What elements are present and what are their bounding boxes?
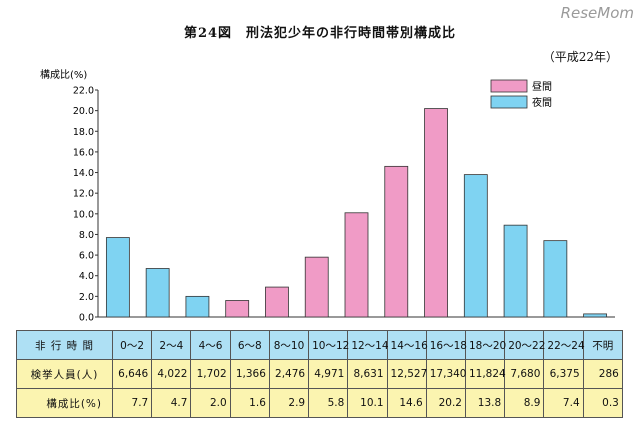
y-tick-label: 20.0 — [73, 106, 94, 117]
chart-title: 第24図 刑法犯少年の非行時間帯別構成比 — [183, 26, 457, 41]
percent-cell: 7.7 — [111, 388, 153, 418]
y-tick-label: 12.0 — [73, 189, 94, 200]
percent-cell: 0.3 — [582, 388, 623, 418]
data-table: 非 行 時 間 0～2 2～4 4～6 6～8 8～10 10～12 12～14 14～16 1… — [16, 330, 623, 418]
time-cell: 不明 — [582, 330, 623, 360]
bar-20～22 — [503, 224, 528, 318]
bar-chart: 構成比(%) 0.0 2.0 4.0 6.0 8.0 10.0 12.0 14.0 16.0 18.… — [40, 68, 615, 324]
bar-2～4 — [145, 268, 170, 318]
count-cell: 4,022 — [151, 359, 192, 389]
time-cell: 4～6 — [190, 330, 231, 360]
y-tick-label: 10.0 — [73, 209, 94, 220]
legend-swatch-daytime — [490, 79, 528, 93]
count-cell: 286 — [582, 359, 623, 389]
bar-10～12 — [304, 256, 329, 318]
row-label-time: 非 行 時 間 — [16, 330, 113, 360]
count-cell: 7,680 — [504, 359, 545, 389]
bar-16～18 — [424, 108, 448, 318]
y-tick-label: 18.0 — [73, 127, 94, 138]
time-cell: 8～10 — [268, 330, 310, 360]
percent-cell: 14.6 — [386, 388, 427, 418]
time-cell: 6～8 — [229, 330, 270, 360]
percent-cell: 10.1 — [347, 388, 388, 418]
time-cell: 12～14 — [347, 330, 389, 360]
percent-cell: 2.0 — [190, 388, 231, 418]
bar-18～20 — [463, 174, 488, 318]
bar-22～24 — [543, 240, 568, 318]
count-cell: 4,971 — [308, 359, 349, 389]
percent-cell: 7.4 — [543, 388, 584, 418]
y-tick-label: 14.0 — [73, 168, 94, 179]
y-tick-label: 4.0 — [79, 271, 94, 282]
row-label-count: 検挙人員(人) — [16, 359, 113, 389]
count-cell: 2,476 — [268, 359, 310, 389]
percent-cell: 8.9 — [504, 388, 545, 418]
legend-label-night: 夜間 — [532, 96, 552, 109]
time-cell: 20～22 — [504, 330, 545, 360]
row-label-percent: 構成比(%) — [16, 388, 113, 418]
bar-不明 — [583, 313, 608, 318]
bar-14～16 — [384, 165, 409, 318]
time-cell: 2～4 — [151, 330, 192, 360]
time-cell: 14～16 — [386, 330, 428, 360]
y-tick-label: 22.0 — [73, 86, 94, 97]
percent-cell: 2.9 — [268, 388, 310, 418]
table-row-time: 非 行 時 間 0～2 2～4 4～6 6～8 8～10 10～12 12～14 14～16 1… — [16, 330, 623, 360]
bar-12～14 — [344, 212, 369, 318]
y-axis-label: 構成比(%) — [40, 68, 87, 81]
count-cell: 6,646 — [111, 359, 153, 389]
bar-4～6 — [185, 295, 210, 318]
bar-6～8 — [225, 300, 250, 318]
time-cell: 16～18 — [425, 330, 467, 360]
percent-cell: 4.7 — [151, 388, 192, 418]
count-cell: 6,375 — [543, 359, 584, 389]
percent-cell: 1.6 — [229, 388, 270, 418]
count-cell: 1,366 — [229, 359, 270, 389]
count-cell: 8,631 — [347, 359, 388, 389]
y-tick-label: 6.0 — [79, 251, 94, 262]
count-cell: 11,824 — [464, 359, 506, 389]
table-row-percent: 構成比(%) 7.7 4.7 2.0 1.6 2.9 5.8 10.1 14.6 20.2 13.… — [16, 388, 623, 418]
watermark-logo: ReseMom — [560, 4, 634, 22]
time-cell: 0～2 — [111, 330, 153, 360]
percent-cell: 13.8 — [464, 388, 506, 418]
count-cell: 1,702 — [190, 359, 231, 389]
percent-cell: 5.8 — [308, 388, 349, 418]
percent-cell: 20.2 — [425, 388, 466, 418]
table-row-count: 検挙人員(人) 6,646 4,022 1,702 1,366 2,476 4,971 8,… — [16, 359, 623, 389]
bar-0～2 — [105, 237, 130, 318]
legend-swatch-night — [490, 95, 528, 109]
legend-label-daytime: 昼間 — [532, 81, 552, 93]
count-cell: 17,340 — [425, 359, 467, 389]
y-tick-label: 8.0 — [79, 230, 94, 241]
period-label: （平成22年） — [542, 50, 618, 64]
y-tick-label: 16.0 — [73, 147, 94, 158]
bar-8～10 — [265, 286, 289, 318]
time-cell: 22～24 — [543, 330, 585, 360]
y-tick-label: 2.0 — [79, 292, 94, 303]
time-cell: 18～20 — [464, 330, 506, 360]
count-cell: 12,527 — [386, 359, 427, 389]
y-tick-label: 0.0 — [79, 313, 94, 324]
time-cell: 10～12 — [308, 330, 349, 360]
